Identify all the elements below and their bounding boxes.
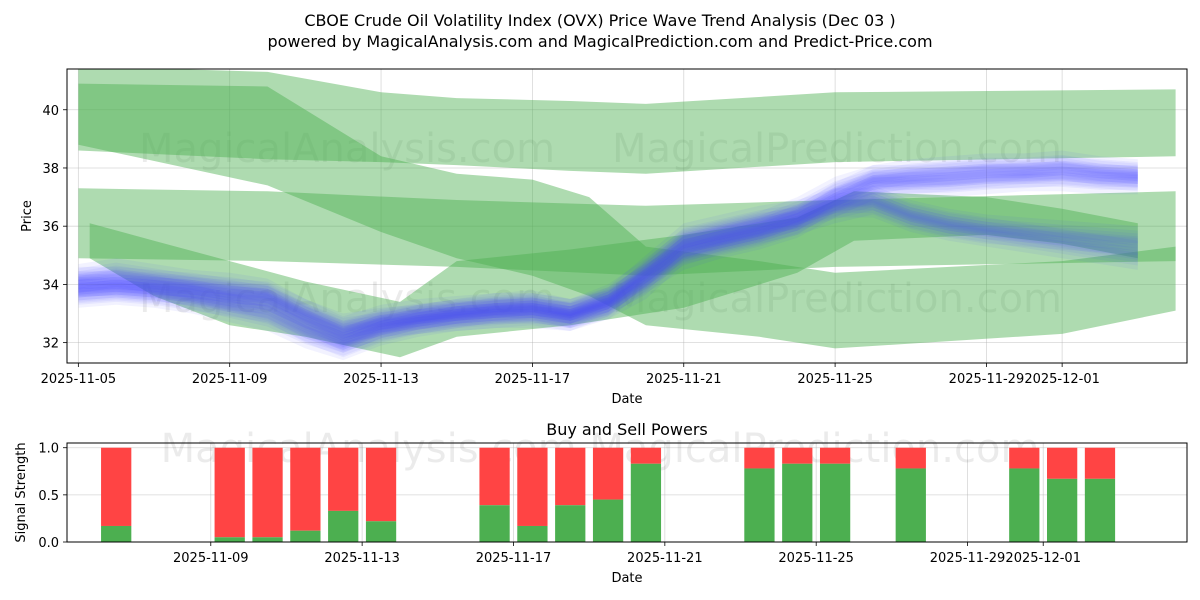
sell-power-bar (328, 447, 359, 511)
bottom-x-axis-label: Date (611, 571, 642, 586)
buy-power-bar (1009, 468, 1040, 542)
buy-sell-powers-chart: Buy and Sell Powers 2025-11-09 2025-11-13 2… (14, 420, 1188, 586)
bottom-axes-frame (66, 442, 1188, 543)
top-x-tick-label: 2025-11-29 (949, 372, 1025, 387)
bottom-x-tick-label: 2025-11-29 (930, 551, 1006, 566)
blue-wave-band (78, 197, 1138, 331)
blue-wave-band (78, 185, 1138, 343)
buy-power-bar (290, 530, 321, 542)
bottom-x-tick-label: 2025-11-21 (627, 551, 703, 566)
blue-wave-band (78, 154, 1138, 356)
buy-power-bar (1047, 478, 1078, 542)
top-x-tick-label: 2025-11-13 (343, 372, 419, 387)
buy-power-bar (214, 537, 245, 542)
buy-power-bar (630, 463, 662, 542)
blue-wave-band (78, 192, 1138, 336)
top-x-tick-label: 2025-11-21 (646, 372, 722, 387)
blue-wave-band (78, 162, 1138, 352)
buy-power-bar (517, 525, 548, 542)
buy-power-bar (252, 537, 283, 542)
watermark-text: MagicalAnalysis.com (139, 126, 555, 172)
top-y-tick-label: 34 (42, 278, 59, 293)
blue-wave-band (78, 150, 1138, 361)
bottom-chart-title: Buy and Sell Powers (546, 420, 708, 439)
bottom-y-tick-label: 0.5 (38, 489, 59, 504)
sell-power-bar (555, 447, 586, 506)
buy-power-bar (328, 510, 359, 542)
bottom-x-tick-label: 2025-11-09 (173, 551, 249, 566)
green-trend-band (78, 83, 1176, 349)
sell-power-bar (365, 447, 397, 522)
buy-power-bar (101, 525, 132, 542)
blue-wave-band (78, 195, 1138, 333)
blue-wave-band (78, 160, 1138, 342)
blue-wave-band (78, 163, 1138, 339)
top-axes-frame (66, 68, 1188, 364)
buy-power-bar (744, 468, 775, 542)
sell-power-bar (1084, 447, 1116, 479)
watermark-text: MagicalPrediction.com (612, 276, 1062, 322)
sell-power-bar (1009, 447, 1040, 469)
green-trend-band (78, 188, 1176, 276)
sell-power-bar (252, 447, 283, 538)
buy-power-bar (592, 499, 624, 542)
blue-wave-band (78, 168, 1138, 334)
buy-power-bar (1084, 478, 1116, 542)
buy-power-bar (365, 521, 397, 542)
top-x-tick-label: 2025-11-17 (495, 372, 571, 387)
bottom-x-tick-label: 2025-11-17 (476, 551, 552, 566)
top-y-tick-label: 36 (42, 220, 59, 235)
chart-subtitle: powered by MagicalAnalysis.com and Magic… (267, 32, 932, 51)
top-y-axis-label: Price (20, 200, 35, 232)
bottom-x-tick-label: 2025-12-01 (1005, 551, 1081, 566)
buy-power-bar (479, 505, 510, 542)
bottom-x-tick-label: 2025-11-13 (324, 551, 400, 566)
top-y-tick-label: 38 (42, 162, 59, 177)
buy-power-bar (895, 468, 926, 542)
sell-power-bar (290, 447, 321, 531)
green-trend-band (78, 69, 1176, 174)
top-x-axis-label: Date (611, 392, 642, 407)
top-y-tick-label: 40 (42, 104, 59, 119)
blue-wave-band (78, 166, 1138, 347)
top-x-tick-label: 2025-11-25 (797, 372, 873, 387)
chart-title: CBOE Crude Oil Volatility Index (OVX) Pr… (304, 11, 895, 30)
top-y-tick-label: 32 (42, 337, 59, 352)
sell-power-bar (101, 447, 132, 526)
sell-power-bar (744, 447, 775, 469)
bottom-y-tick-label: 0.0 (38, 536, 59, 551)
sell-power-bar (630, 447, 662, 464)
buy-power-bar (782, 463, 813, 542)
sell-power-bar (479, 447, 510, 506)
sell-power-bar (592, 447, 624, 500)
green-trend-band (89, 191, 1138, 358)
sell-power-bar (819, 447, 851, 464)
buy-power-bar (819, 463, 851, 542)
watermark-text: MagicalAnalysis.com (139, 276, 555, 322)
watermark-text: MagicalPrediction.com (612, 126, 1062, 172)
top-plot-area: MagicalAnalysis.com MagicalPrediction.com… (78, 69, 1176, 361)
top-x-tick-label: 2025-12-01 (1024, 372, 1100, 387)
top-x-tick-label: 2025-11-09 (192, 372, 268, 387)
blue-wave-band (78, 156, 1138, 346)
bottom-x-tick-label: 2025-11-25 (778, 551, 854, 566)
blue-wave-band (78, 189, 1138, 339)
price-wave-chart: 2025-11-05 2025-11-09 2025-11-13 2025-11-17… (20, 68, 1188, 407)
blue-wave-band (78, 166, 1138, 336)
top-x-tick-label: 2025-11-05 (41, 372, 117, 387)
sell-power-bar (1047, 447, 1078, 479)
sell-power-bar (895, 447, 926, 469)
buy-power-bar (555, 505, 586, 542)
sell-power-bar (517, 447, 548, 526)
bottom-y-axis-label: Signal Strength (14, 442, 29, 542)
sell-power-bar (782, 447, 813, 464)
sell-power-bar (214, 447, 245, 538)
bottom-y-tick-label: 1.0 (38, 442, 59, 457)
